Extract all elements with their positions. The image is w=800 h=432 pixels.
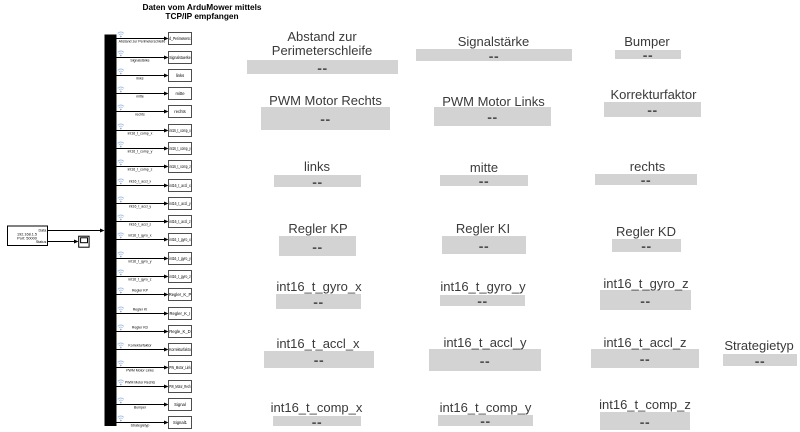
svg-text:int16_t_accl_y: int16_t_accl_y	[129, 204, 152, 208]
svg-text:Korrekturfakto: Korrekturfakto	[169, 347, 191, 352]
svg-text:Bumper: Bumper	[134, 405, 147, 409]
svg-text:Signal1: Signal1	[173, 420, 188, 425]
svg-text:PW_Motor_Link: PW_Motor_Link	[169, 365, 191, 370]
svg-text:Signalstaerke: Signalstaerke	[169, 55, 191, 60]
svg-text:int16_t_comp_x: int16_t_comp_x	[169, 128, 191, 133]
svg-text:int16_t_gyro_x: int16_t_gyro_x	[129, 234, 152, 238]
svg-text:Signalstärke: Signalstärke	[130, 58, 149, 62]
svg-text:int16_t_accl_x: int16_t_accl_x	[129, 180, 152, 184]
svg-text:PWM Motor Rechts: PWM Motor Rechts	[125, 381, 156, 385]
svg-text:Regler KD: Regler KD	[132, 326, 149, 330]
svg-text:int16_t_gyro_z: int16_t_gyro_z	[129, 277, 152, 281]
svg-text:int16_t_comp_z: int16_t_comp_z	[128, 167, 153, 171]
svg-text:Korrekturfaktor: Korrekturfaktor	[128, 344, 152, 348]
svg-text:int16_t_gyro_y: int16_t_gyro_y	[129, 259, 152, 263]
svg-text:int16_t_gyro_x: int16_t_gyro_x	[169, 237, 191, 242]
svg-text:int16_t_comp_z: int16_t_comp_z	[169, 164, 191, 169]
svg-text:rechts: rechts	[135, 112, 145, 116]
svg-text:int16_t_accl_z: int16_t_accl_z	[129, 222, 152, 226]
svg-text:192.168.1.5: 192.168.1.5	[17, 232, 37, 236]
svg-text:int16_t_accl_x: int16_t_accl_x	[169, 183, 191, 188]
svg-text:Regler KI: Regler KI	[133, 308, 148, 312]
svg-text:int16_t_comp_y: int16_t_comp_y	[169, 146, 191, 151]
svg-text:int16_t_gyro_y: int16_t_gyro_y	[169, 256, 191, 261]
svg-text:rechts: rechts	[174, 109, 185, 114]
svg-text:Regle_K_D: Regle_K_D	[169, 329, 190, 334]
svg-text:Data: Data	[39, 229, 48, 233]
svg-text:Strategietyp: Strategietyp	[131, 423, 150, 427]
svg-text:int16_t_comp_y: int16_t_comp_y	[128, 149, 153, 153]
svg-text:int16_t_comp_x: int16_t_comp_x	[128, 131, 153, 135]
svg-text:Port: 50000: Port: 50000	[17, 237, 37, 241]
svg-text:Regler KP: Regler KP	[132, 289, 149, 293]
svg-text:int16_t_accl_y: int16_t_accl_y	[169, 201, 191, 206]
svg-text:Status: Status	[36, 240, 47, 244]
svg-text:PWM Motor Links: PWM Motor Links	[126, 368, 154, 372]
svg-text:Regler_K_I: Regler_K_I	[170, 311, 191, 316]
svg-text:Abstand zur Perimeterschleife: Abstand zur Perimeterschleife	[119, 39, 166, 43]
svg-text:d_Perimetersc: d_Perimetersc	[169, 36, 191, 41]
svg-text:mitte: mitte	[175, 91, 185, 96]
svg-text:mitte: mitte	[136, 94, 144, 98]
svg-text:links: links	[176, 73, 184, 78]
svg-text:int16_t_accl_z: int16_t_accl_z	[169, 219, 191, 224]
svg-text:int16_t_gyro_z: int16_t_gyro_z	[169, 274, 191, 279]
svg-text:Regler_K_P: Regler_K_P	[169, 292, 192, 297]
svg-text:PW_Motor_Rech: PW_Motor_Rech	[169, 384, 191, 389]
svg-text:Signal: Signal	[174, 402, 186, 407]
svg-text:links: links	[136, 76, 143, 80]
